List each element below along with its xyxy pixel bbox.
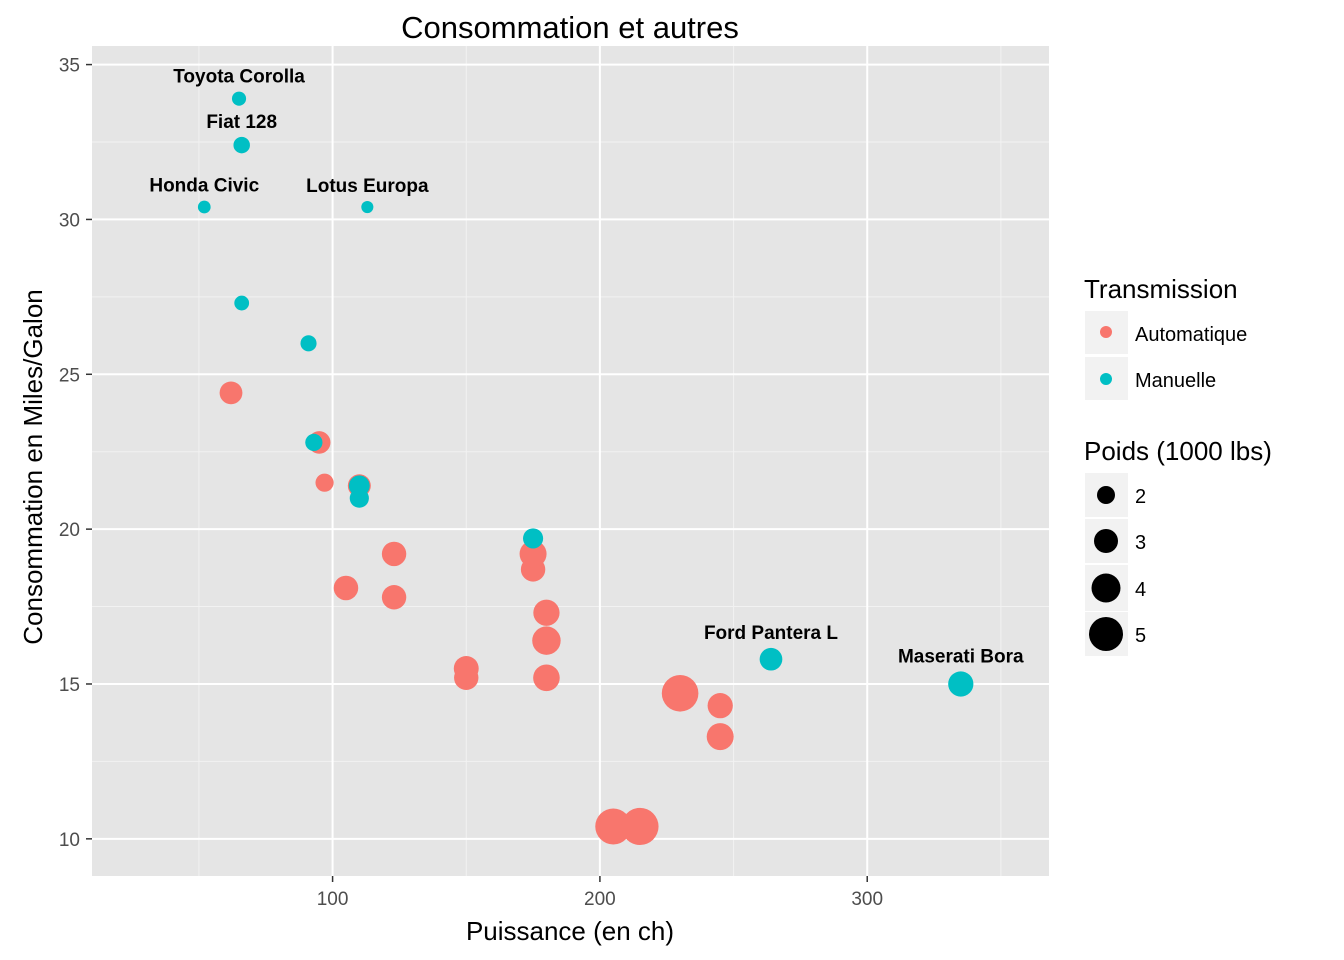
data-point <box>533 599 560 626</box>
size-dot-5 <box>1089 617 1123 651</box>
data-point <box>454 665 479 690</box>
data-point <box>532 626 561 655</box>
data-point <box>595 808 632 845</box>
y-tick-label: 30 <box>59 210 80 231</box>
data-point <box>621 807 659 846</box>
y-tick-label: 15 <box>59 675 80 696</box>
size-label-3: 3 <box>1135 532 1146 554</box>
y-tick-label: 20 <box>59 520 80 541</box>
data-point <box>523 528 544 549</box>
color-legend: Transmission Automatique Manuelle <box>1084 274 1247 400</box>
point-label: Fiat 128 <box>206 112 277 133</box>
size-legend: Poids (1000 lbs) 2 3 4 5 <box>1084 436 1272 656</box>
panel-background <box>92 46 1049 876</box>
size-label-2: 2 <box>1135 486 1146 508</box>
data-point <box>348 475 370 497</box>
data-point <box>361 201 374 214</box>
point-label: Ford Pantera L <box>704 623 838 644</box>
point-label: Maserati Bora <box>898 646 1024 667</box>
data-point <box>231 91 247 106</box>
point-labels: Fiat 128 Honda Civic Toyota Corolla Lotus E… <box>149 67 1024 668</box>
data-point <box>219 381 243 405</box>
major-grid <box>92 46 1049 876</box>
y-axis-title: Consommation en Miles/Galon <box>18 289 48 645</box>
x-tick-label: 300 <box>851 889 883 910</box>
data-point <box>197 200 211 214</box>
data-point <box>333 575 359 601</box>
data-point <box>948 671 974 697</box>
data-point <box>381 585 407 610</box>
data-point <box>707 693 733 719</box>
x-axis-title: Puissance (en ch) <box>466 916 674 946</box>
data-point <box>661 674 699 712</box>
legend-label-automatique: Automatique <box>1135 324 1247 346</box>
data-point <box>759 647 783 671</box>
color-legend-title: Transmission <box>1084 274 1238 304</box>
size-label-5: 5 <box>1135 625 1146 647</box>
data-point <box>305 433 323 452</box>
data-point <box>315 473 334 492</box>
size-dot-4 <box>1091 573 1121 603</box>
data-point <box>706 723 734 751</box>
y-tick-label: 35 <box>59 56 80 77</box>
chart-title: Consommation et autres <box>401 10 739 45</box>
data-points <box>197 91 974 846</box>
size-dot-2 <box>1097 486 1115 504</box>
y-tick-label: 25 <box>59 365 80 386</box>
legend-label-manuelle: Manuelle <box>1135 370 1216 392</box>
data-point <box>300 335 317 352</box>
x-tick-label: 100 <box>317 889 349 910</box>
data-point <box>519 540 547 568</box>
data-point <box>381 541 407 567</box>
axis-ticks: 100 200 300 10 15 20 25 30 35 <box>59 56 883 910</box>
point-label: Toyota Corolla <box>173 67 305 88</box>
minor-grid <box>92 46 1049 876</box>
data-point <box>233 136 250 154</box>
legend-dot-automatique <box>1100 326 1112 338</box>
size-legend-title: Poids (1000 lbs) <box>1084 436 1272 466</box>
x-tick-label: 200 <box>584 889 616 910</box>
point-label: Lotus Europa <box>306 176 429 197</box>
data-point <box>533 664 560 692</box>
legend-dot-manuelle <box>1100 373 1112 385</box>
size-dot-3 <box>1094 529 1118 553</box>
point-label: Honda Civic <box>149 176 259 197</box>
size-label-4: 4 <box>1135 579 1146 601</box>
data-point <box>234 295 250 311</box>
y-tick-label: 10 <box>59 830 80 851</box>
